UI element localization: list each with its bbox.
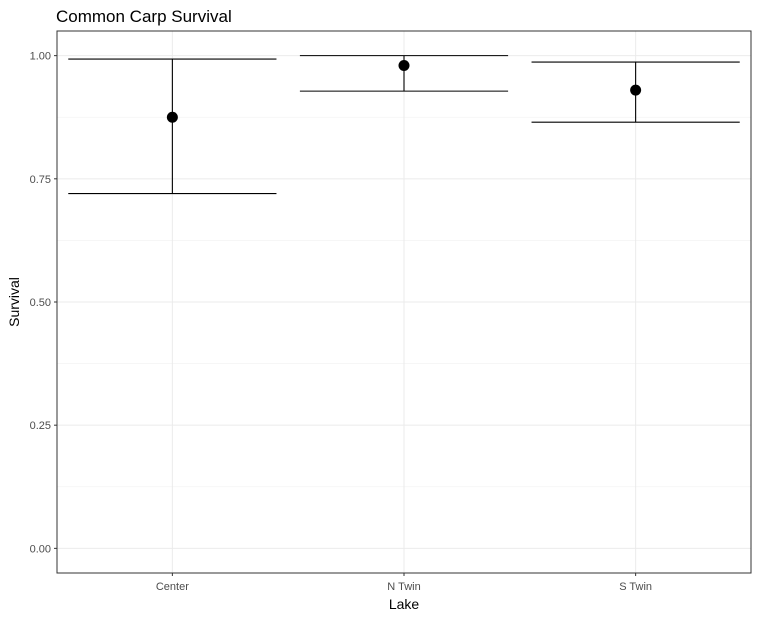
data-point (167, 112, 178, 123)
data-point (630, 85, 641, 96)
grid (57, 31, 751, 573)
x-axis: Center N Twin S Twin (156, 573, 652, 593)
y-tick-label: 0.50 (30, 297, 51, 309)
y-tick-label: 1.00 (30, 51, 51, 63)
x-tick-label: N Twin (387, 581, 420, 593)
y-axis: 0.00 0.25 0.50 0.75 1.00 (30, 51, 57, 556)
chart-title: Common Carp Survival (56, 7, 232, 26)
data-point (399, 60, 410, 71)
y-axis-title: Survival (6, 277, 22, 327)
y-tick-label: 0.75 (30, 174, 51, 186)
y-tick-label: 0.00 (30, 543, 51, 555)
x-tick-label: Center (156, 581, 189, 593)
y-tick-label: 0.25 (30, 420, 51, 432)
x-axis-title: Lake (389, 596, 420, 612)
x-tick-label: S Twin (619, 581, 652, 593)
